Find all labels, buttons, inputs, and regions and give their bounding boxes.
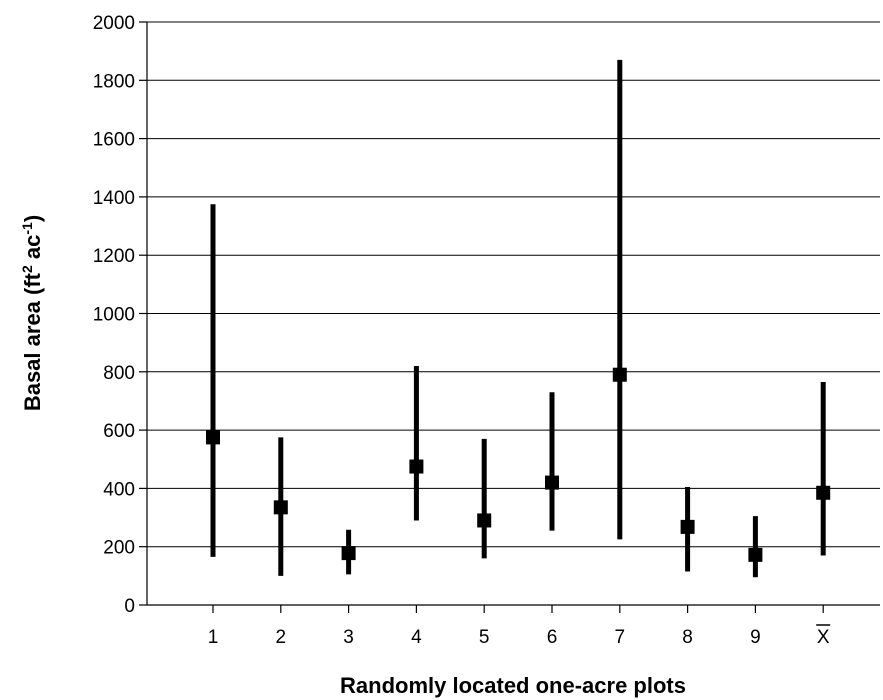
y-axis-title-sup2: -1 xyxy=(19,222,35,235)
point-marker-1 xyxy=(206,430,220,445)
x-tick-label-5: 5 xyxy=(479,627,490,648)
x-tick-label-1: 1 xyxy=(208,627,219,648)
y-axis-title-main: Basal area (ft xyxy=(20,272,45,411)
y-tick-label-600: 600 xyxy=(103,421,135,442)
point-marker-6 xyxy=(545,475,559,490)
point-marker-X xyxy=(816,485,831,500)
gridlines xyxy=(147,21,880,548)
point-marker-5 xyxy=(477,513,492,528)
y-tick-label-1400: 1400 xyxy=(93,188,135,209)
y-tick-label-0: 0 xyxy=(124,596,135,617)
x-tick-label-7: 7 xyxy=(615,627,626,648)
error-ranges xyxy=(210,59,826,578)
point-marker-8 xyxy=(680,519,695,534)
y-axis-title: Basal area (ft2 ac-1) xyxy=(19,215,45,411)
x-tick-label-2: 2 xyxy=(276,627,287,648)
y-tick-label-400: 400 xyxy=(103,479,135,500)
y-tick-label-1800: 1800 xyxy=(93,71,135,92)
point-marker-9 xyxy=(748,547,763,562)
x-tick-label-3: 3 xyxy=(343,627,354,648)
y-axis-title-sup1: 2 xyxy=(19,265,35,273)
point-marker-2 xyxy=(273,500,288,515)
x-tick-label-X: X xyxy=(817,627,830,648)
x-ticks: 1 2 3 4 5 6 7 8 9 X xyxy=(208,605,831,648)
x-axis-title: Randomly located one-acre plots xyxy=(340,673,686,698)
point-marker-3 xyxy=(341,546,356,561)
y-tick-label-800: 800 xyxy=(103,363,135,384)
y-tick-label-1200: 1200 xyxy=(93,246,135,267)
y-axis-title-mid: ac xyxy=(20,235,45,266)
data-markers xyxy=(206,367,831,562)
x-tick-label-8: 8 xyxy=(682,627,693,648)
y-tick-label-200: 200 xyxy=(103,538,135,559)
x-tick-label-6: 6 xyxy=(547,627,558,648)
y-tick-label-1000: 1000 xyxy=(93,305,135,326)
y-ticks: 0 200 400 600 800 1000 1200 1400 1600 1800 2000 xyxy=(93,13,147,617)
point-marker-4 xyxy=(409,459,424,474)
point-marker-7 xyxy=(612,367,627,382)
y-tick-label-2000: 2000 xyxy=(93,13,135,34)
x-tick-label-9: 9 xyxy=(750,627,761,648)
y-tick-label-1600: 1600 xyxy=(93,130,135,151)
x-tick-label-4: 4 xyxy=(411,627,422,648)
y-axis-title-end: ) xyxy=(20,215,45,222)
